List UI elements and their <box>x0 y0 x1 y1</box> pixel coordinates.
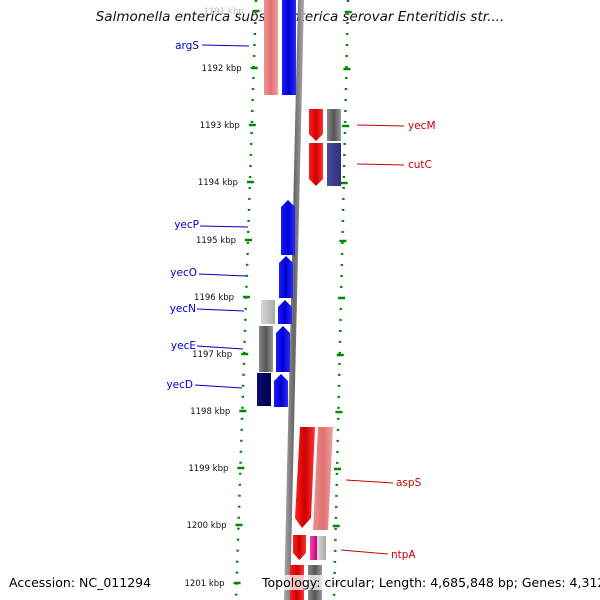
gene-block-yecN-homolog[interactable] <box>261 300 275 324</box>
accession-text: Accession: NC_011294 <box>9 575 152 590</box>
gene-block-yecM[interactable] <box>309 109 323 141</box>
genome-summary-text: Topology: circular; Length: 4,685,848 bp… <box>262 575 600 590</box>
ruler-tick-label: 1192 kbp <box>202 64 242 74</box>
gene-block-yecE-homolog[interactable] <box>259 326 273 372</box>
gene-label-connector <box>196 308 245 312</box>
gene-block-argS[interactable] <box>282 0 296 95</box>
ruler-tick-label: 1191 kbp <box>204 7 244 17</box>
gene-block-cutC-homolog[interactable] <box>327 143 341 186</box>
gene-block-argS-homolog[interactable] <box>264 0 278 95</box>
gene-block-ntpA-homolog-2[interactable] <box>317 536 326 560</box>
gene-label-connector <box>196 345 244 350</box>
ruler-tick-label: 1194 kbp <box>198 178 238 188</box>
genome-backbone <box>284 0 304 600</box>
gene-label-aspS[interactable]: aspS <box>396 477 422 489</box>
kbp-ruler: 1191 kbp 1192 kbp 1193 kbp 1194 kbp 1195 kbp… <box>185 7 352 589</box>
gene-label-connector <box>201 44 250 47</box>
gene-label-ntpA[interactable]: ntpA <box>391 549 416 561</box>
gene-label-yecE[interactable]: yecE <box>171 340 196 352</box>
gene-label-argS[interactable]: argS <box>175 40 199 52</box>
gene-label-connector <box>194 384 243 389</box>
gene-block-cutC[interactable] <box>309 143 323 186</box>
ruler-tick-label: 1200 kbp <box>186 521 226 531</box>
gene-label-connector <box>356 124 405 127</box>
gene-label-connector <box>340 549 389 555</box>
gene-label-yecO[interactable]: yecO <box>170 267 197 279</box>
gene-label-yecM[interactable]: yecM <box>408 120 436 132</box>
gene-block-aspS-homolog[interactable] <box>313 427 333 530</box>
ruler-tick-label: 1195 kbp <box>196 236 236 246</box>
gene-block-ntpA[interactable] <box>293 535 306 560</box>
gene-block-yecE[interactable] <box>276 326 290 372</box>
gene-label-yecN[interactable]: yecN <box>170 303 196 315</box>
ruler-tick-label: 1199 kbp <box>188 464 228 474</box>
gene-label-cutC[interactable]: cutC <box>408 159 432 171</box>
dotted-guide-lines <box>234 0 350 600</box>
gene-label-connector <box>356 163 405 166</box>
gene-block-ntpA-homolog[interactable] <box>310 536 317 560</box>
gene-block-yecO[interactable] <box>279 256 293 298</box>
ruler-tick-label: 1196 kbp <box>194 293 234 303</box>
gene-label-connector <box>198 273 247 277</box>
gene-label-yecD[interactable]: yecD <box>166 379 193 391</box>
gene-labels[interactable]: argS yecP yecO yecN yecE yecD yecM cutC aspS ntpA <box>166 40 435 561</box>
gene-label-connector <box>199 225 249 228</box>
gene-block-yecM-homolog[interactable] <box>327 109 341 141</box>
dotted-guide <box>332 0 350 600</box>
ruler-tick-label: 1193 kbp <box>200 121 240 131</box>
gene-block-yecN[interactable] <box>278 300 292 324</box>
gene-label-yecP[interactable]: yecP <box>174 219 199 231</box>
ruler-tick-label: 1197 kbp <box>192 350 232 360</box>
gene-block-yecD-homolog[interactable] <box>257 373 271 406</box>
gene-block-yecD[interactable] <box>274 374 288 407</box>
ruler-tick-label: 1198 kbp <box>190 407 230 417</box>
gene-block-aspS[interactable] <box>295 427 315 528</box>
gene-features[interactable] <box>257 0 341 600</box>
gene-block-yecP[interactable] <box>281 200 295 255</box>
ruler-tick-label: 1201 kbp <box>185 579 225 589</box>
gene-label-connector <box>345 479 394 484</box>
dotted-guide <box>234 0 258 600</box>
